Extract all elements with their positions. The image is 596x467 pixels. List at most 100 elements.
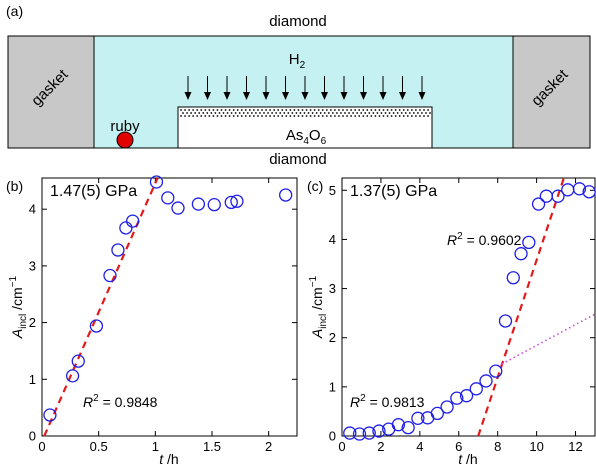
chart-b-r2-value: = 0.9848: [99, 394, 158, 410]
surface-dot: [244, 109, 247, 111]
surface-dot: [200, 109, 203, 111]
surface-dot: [427, 115, 429, 117]
chart-c-r2-lower-value: = 0.9813: [366, 394, 425, 410]
chart-b-ylabel-unit: /cm: [9, 287, 25, 313]
chart-b-data-point: [89, 319, 104, 333]
surface-dot: [226, 112, 229, 114]
chart-c-extrapolation-line: [497, 313, 596, 367]
surface-dot: [186, 112, 188, 114]
surface-dot: [331, 112, 334, 114]
surface-dot: [261, 115, 263, 117]
chart-c-ylabel-exp: −1: [308, 275, 319, 287]
surface-dot: [184, 115, 186, 117]
surface-dot: [321, 109, 324, 111]
sample-label: As4O6: [286, 127, 327, 147]
surface-dot: [334, 115, 336, 117]
chart-b-ytick-label: 3: [29, 258, 36, 273]
chart-b-ylabel-sub: incl: [18, 314, 29, 329]
surface-dot: [380, 112, 383, 114]
surface-dot: [384, 112, 387, 114]
chart-b-xlabel: t /h: [159, 451, 178, 467]
surface-dot: [378, 109, 381, 111]
chart-b-ytick-label: 0: [29, 429, 36, 444]
chart-c-data-point: [362, 426, 376, 440]
surface-dot: [297, 109, 300, 111]
surface-dot: [370, 109, 373, 111]
surface-dot: [396, 112, 399, 114]
chart-c-ytick-label: 4: [329, 232, 336, 247]
surface-dot: [301, 109, 304, 111]
surface-dot: [374, 109, 377, 111]
chart-c-data-point: [440, 400, 454, 414]
chart-c-xlabel-var: t: [458, 451, 463, 467]
chart-b-ylabel-var: A: [9, 329, 25, 339]
chart-c-r2-lower-base: R: [350, 394, 360, 410]
surface-dot: [313, 115, 316, 117]
surface-dot: [346, 109, 348, 111]
surface-dot: [250, 112, 253, 114]
sample-label-base2: O: [309, 127, 321, 144]
chart-c-data-point: [469, 382, 483, 396]
surface-dot: [348, 112, 350, 114]
surface-dot: [273, 115, 276, 117]
chart-c-data-point: [506, 271, 520, 285]
chart-c-xlabel: t /h: [458, 451, 477, 467]
chart-c-xtick-label: 2: [377, 439, 384, 454]
chart-b-data-point: [230, 194, 244, 208]
surface-dot: [394, 115, 397, 117]
surface-dot: [297, 115, 300, 117]
chart-c-data-point: [551, 189, 565, 203]
surface-dot: [216, 109, 219, 111]
surface-dot: [261, 109, 263, 111]
ruby-chip: [116, 131, 134, 149]
surface-dot: [218, 112, 221, 114]
surface-dot: [285, 109, 288, 111]
surface-dot: [267, 112, 269, 114]
chart-b-xtick-label: 2: [265, 439, 272, 454]
surface-dot: [334, 109, 336, 111]
chart-b-xtick-label: 1: [152, 439, 159, 454]
chart-b-data-point: [161, 191, 175, 205]
surface-dot: [204, 115, 207, 117]
surface-dot: [293, 109, 296, 111]
surface-dot: [212, 109, 215, 111]
chart-b-ylabel: Aincl /cm−1: [8, 275, 29, 339]
surface-dot: [214, 112, 217, 114]
chart-c-ytick-label: 2: [329, 330, 336, 345]
chart-b-data-point: [224, 195, 238, 210]
chart-b-data-point: [126, 214, 140, 228]
surface-dot: [417, 112, 419, 114]
surface-dot: [319, 112, 322, 114]
chart-c-data-point: [430, 406, 445, 421]
chart-c-data-point: [343, 426, 357, 440]
gasket-right: [512, 35, 591, 149]
surface-dot: [188, 109, 191, 111]
chart-b-data-point: [119, 221, 133, 235]
chart-c-data-point: [514, 247, 528, 261]
surface-dot: [362, 115, 365, 117]
chart-c-data-point: [582, 185, 596, 199]
chart-c-xtick-label: 10: [529, 439, 543, 454]
surface-dot: [265, 115, 267, 117]
pressure-arrow-head: [321, 92, 328, 100]
surface-dot: [368, 112, 371, 114]
surface-dot: [350, 109, 352, 111]
surface-dot: [196, 109, 199, 111]
surface-dot: [325, 115, 328, 117]
chart-b-xtick-label: 0: [38, 439, 45, 454]
chart-c-r2-upper-value: = 0.9602: [463, 232, 522, 248]
pressure-arrow-head: [223, 92, 231, 100]
surface-dot: [238, 112, 241, 114]
surface-dot: [412, 112, 415, 114]
surface-dot: [402, 115, 405, 117]
surface-dot: [415, 109, 417, 111]
surface-dot: [180, 115, 182, 117]
chart-c-xtick-label: 4: [416, 439, 423, 454]
surface-dot: [259, 112, 261, 114]
chart-b-data-point: [207, 198, 221, 212]
surface-dot: [206, 112, 209, 114]
ruby-label: ruby: [110, 118, 140, 135]
surface-dot: [423, 109, 425, 111]
